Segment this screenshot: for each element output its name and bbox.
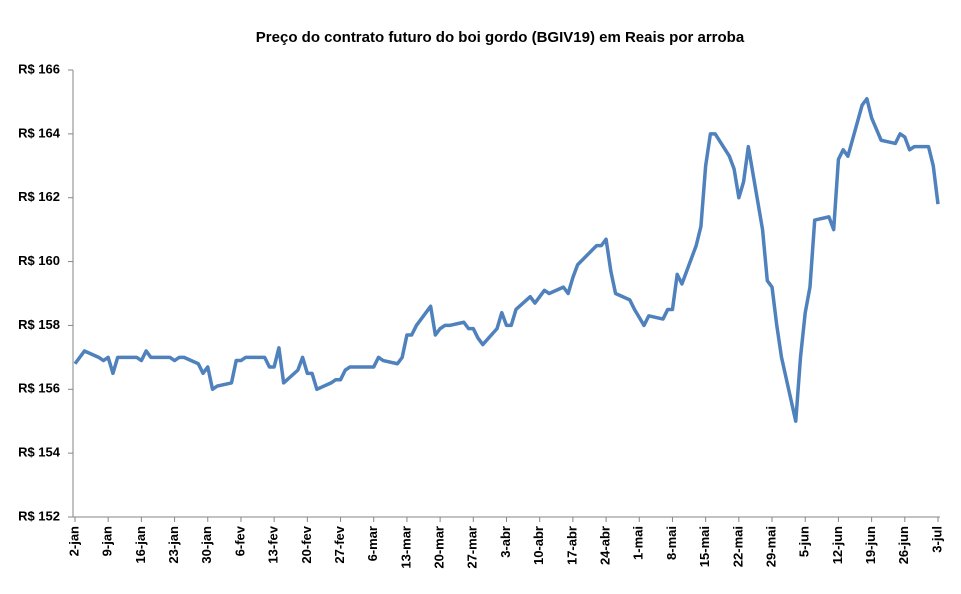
y-tick-label: R$ 164 [18, 125, 61, 140]
y-tick-label: R$ 166 [18, 61, 60, 76]
x-tick-label: 29-mai [763, 526, 778, 567]
x-tick-label: 8-mai [664, 526, 679, 560]
x-tick-label: 1-mai [631, 526, 646, 560]
x-tick-label: 13-mar [398, 526, 413, 569]
x-tick-label: 6-fev [232, 525, 247, 556]
x-tick-label: 17-abr [564, 526, 579, 565]
data-line [73, 96, 940, 423]
y-tick-label: R$ 156 [18, 381, 60, 396]
x-tick-label: 15-mai [697, 526, 712, 567]
x-tick-label: 9-jan [100, 526, 115, 556]
x-tick-label: 10-abr [531, 526, 546, 565]
y-tick-label: R$ 154 [18, 445, 61, 460]
x-tick-label: 3-abr [498, 526, 513, 558]
x-tick-label: 20-fev [299, 525, 314, 563]
y-tick-label: R$ 162 [18, 189, 60, 204]
x-tick-label: 19-jun [863, 526, 878, 564]
y-tick-label: R$ 152 [18, 508, 60, 523]
x-tick-label: 5-jun [797, 526, 812, 557]
x-tick-label: 27-mar [465, 526, 480, 569]
x-tick-label: 26-jun [896, 526, 911, 564]
x-tick-label: 13-fev [266, 525, 281, 563]
x-tick-label: 2-jan [66, 526, 81, 556]
x-tick-label: 6-mar [365, 526, 380, 561]
x-tick-label: 27-fev [332, 525, 347, 563]
x-tick-label: 23-jan [166, 526, 181, 564]
x-tick-label: 3-jul [929, 526, 944, 553]
x-tick-label: 12-jun [830, 526, 845, 564]
x-tick-label: 16-jan [133, 526, 148, 564]
x-tick-label: 20-mar [432, 526, 447, 569]
x-tick-label: 24-abr [598, 526, 613, 565]
y-tick-label: R$ 160 [18, 253, 60, 268]
x-tick-label: 22-mai [730, 526, 745, 567]
chart-title: Preço do contrato futuro do boi gordo (B… [256, 29, 745, 46]
x-tick-label: 30-jan [199, 526, 214, 564]
y-tick-label: R$ 158 [18, 317, 60, 332]
